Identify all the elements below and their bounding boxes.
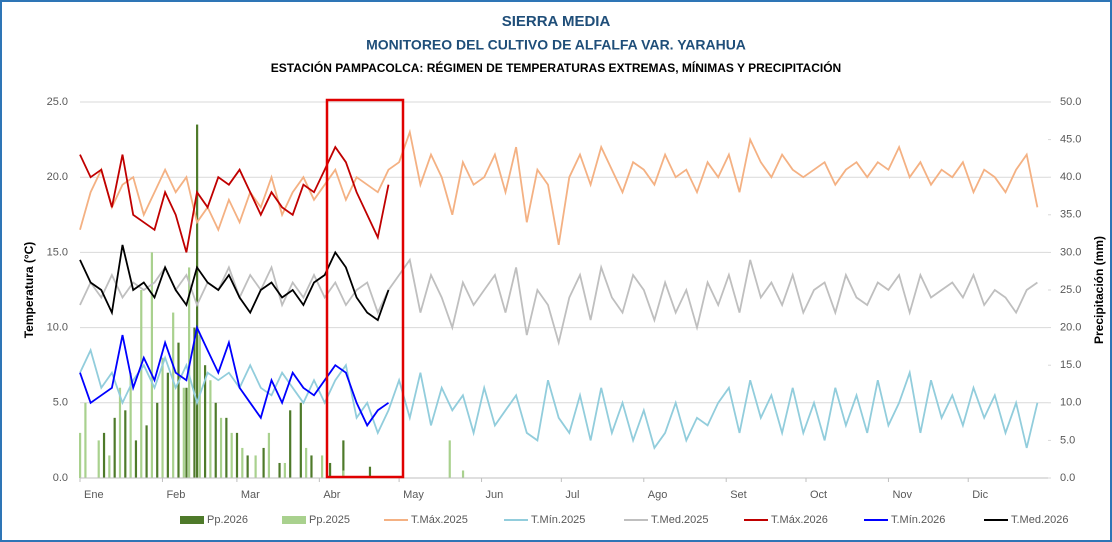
bar xyxy=(461,470,465,478)
legend-swatch xyxy=(180,516,204,524)
bar xyxy=(177,342,180,478)
bar xyxy=(342,470,345,478)
x-tick-label: Jun xyxy=(486,489,504,501)
x-tick-label: Oct xyxy=(810,489,827,501)
y2-tick-label: 0.0 xyxy=(1060,472,1075,484)
y2-tick-label: 45.0 xyxy=(1060,134,1081,146)
y-tick-label: 10.0 xyxy=(47,322,68,334)
legend-label: T.Mín.2025 xyxy=(531,514,585,526)
y2-tick-label: 25.0 xyxy=(1060,284,1081,296)
bar xyxy=(299,402,302,478)
bar xyxy=(79,432,82,478)
y2-tick-label: 40.0 xyxy=(1060,171,1081,183)
bar xyxy=(246,455,249,478)
bar xyxy=(209,380,212,478)
bar xyxy=(182,387,185,478)
bar xyxy=(254,455,257,478)
bar xyxy=(140,290,143,478)
bar xyxy=(196,124,199,478)
chart-subtitle: MONITOREO DEL CULTIVO DE ALFALFA VAR. YA… xyxy=(366,37,746,53)
x-tick-label: Dic xyxy=(972,489,988,501)
bar xyxy=(219,417,223,478)
bar xyxy=(124,410,127,478)
line xyxy=(79,324,390,428)
bar xyxy=(305,447,308,478)
bar xyxy=(172,312,175,478)
x-tick-label: Feb xyxy=(166,489,185,501)
bar xyxy=(214,402,217,478)
y2-tick-label: 30.0 xyxy=(1060,246,1081,258)
y-tick-label: 0.0 xyxy=(53,472,68,484)
y-axis-label: Temperatura (°C) xyxy=(22,242,36,339)
bar xyxy=(283,462,286,478)
bar xyxy=(278,462,281,478)
bar xyxy=(102,432,106,478)
legend-label: T.Mín.2026 xyxy=(891,514,945,526)
x-tick-label: Mar xyxy=(241,489,260,501)
bar xyxy=(156,402,159,478)
highlight-box xyxy=(325,98,405,479)
bar xyxy=(230,432,233,478)
y-tick-label: 25.0 xyxy=(47,96,68,108)
y2-tick-label: 50.0 xyxy=(1060,96,1081,108)
x-tick-label: Nov xyxy=(892,489,912,501)
bar xyxy=(310,455,313,478)
x-tick-label: Set xyxy=(730,489,747,501)
y2-tick-label: 35.0 xyxy=(1060,209,1081,221)
bar xyxy=(161,357,164,478)
bar xyxy=(84,402,87,478)
bar xyxy=(97,440,100,478)
x-tick-label: May xyxy=(403,489,424,501)
chart-subtitle2: ESTACIÓN PAMPACOLCA: RÉGIMEN DE TEMPERAT… xyxy=(271,60,841,75)
bar xyxy=(166,372,169,478)
legend-label: Pp.2026 xyxy=(207,514,248,526)
x-tick-label: Ago xyxy=(648,489,668,501)
bar xyxy=(262,447,265,478)
legend-swatch xyxy=(282,516,306,524)
y2-tick-label: 20.0 xyxy=(1060,322,1081,334)
bar xyxy=(118,387,122,478)
x-tick-label: Abr xyxy=(323,489,340,501)
bar xyxy=(225,417,228,478)
bar xyxy=(203,365,207,478)
legend-label: T.Med.2025 xyxy=(651,514,708,526)
x-tick-label: Jul xyxy=(565,489,579,501)
bar xyxy=(108,455,111,478)
line xyxy=(79,145,390,253)
bar xyxy=(342,440,345,478)
y2-axis-label: Precipitación (mm) xyxy=(1092,236,1106,344)
line xyxy=(79,128,1039,246)
y2-tick-label: 5.0 xyxy=(1060,434,1075,446)
bar xyxy=(150,252,154,478)
bar xyxy=(267,432,271,478)
bar xyxy=(198,335,201,478)
bar xyxy=(235,432,239,478)
x-tick-label: Ene xyxy=(84,489,104,501)
legend-label: T.Med.2026 xyxy=(1011,514,1068,526)
legend-label: Pp.2025 xyxy=(309,514,350,526)
line xyxy=(79,244,390,322)
bar xyxy=(289,410,292,478)
bar xyxy=(328,462,332,478)
plot-area: 0.0 5.0 10.0 15.0 20.0 25.0 0.0 5.0 10.0 15.0 20.0… xyxy=(47,96,1082,526)
y2-tick-label: 10.0 xyxy=(1060,397,1081,409)
legend-label: T.Máx.2026 xyxy=(771,514,828,526)
bar xyxy=(241,447,244,478)
bar xyxy=(321,455,324,478)
bar xyxy=(113,417,116,478)
y-tick-label: 20.0 xyxy=(47,171,68,183)
bar xyxy=(129,372,132,478)
y2-tick-label: 15.0 xyxy=(1060,359,1081,371)
bar xyxy=(185,387,188,478)
bar xyxy=(448,440,451,478)
y-tick-label: 5.0 xyxy=(53,397,68,409)
y-tick-label: 15.0 xyxy=(47,246,68,258)
bar xyxy=(368,466,372,478)
bar xyxy=(193,327,196,478)
bar xyxy=(145,425,148,478)
chart-title: SIERRA MEDIA xyxy=(502,13,611,30)
bar xyxy=(134,440,138,478)
legend-label: T.Máx.2025 xyxy=(411,514,468,526)
